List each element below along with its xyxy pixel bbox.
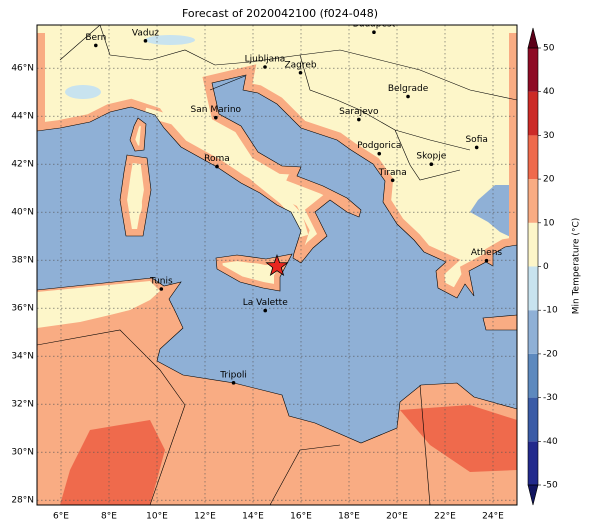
colorbar-tick-label: -50 (543, 481, 558, 491)
city-dot (377, 151, 382, 156)
colorbar-tick-label: 10 (543, 218, 555, 228)
y-tick-label: 44°N (11, 112, 34, 122)
colorbar-label: Min Temperature (°C) (572, 218, 582, 315)
colorbar-tick-label: 40 (543, 87, 555, 97)
city-label: Budapest (353, 20, 396, 30)
y-tick-label: 32°N (11, 400, 34, 410)
city-label: Ljubljana (245, 55, 286, 65)
city-dot (159, 287, 164, 291)
city-dot (215, 164, 219, 169)
city-dot (357, 117, 361, 122)
colorbar-band (528, 135, 538, 180)
city-dot (143, 39, 148, 43)
city-label: Belgrade (388, 84, 429, 94)
axis-labels: 6°E 8°E 10°E 12°E 14°E 16°E 18°E 20°E 22°E 24°E 28… (11, 64, 504, 522)
x-tick-label: 6°E (53, 512, 69, 522)
city-dot (231, 381, 236, 385)
city-label: La Valette (243, 298, 288, 308)
x-tick-label: 10°E (146, 512, 168, 522)
apennines (143, 107, 309, 238)
africa-warm-patch (60, 420, 165, 505)
colorbar-tick-label: 50 (543, 44, 555, 54)
colorbar-band (528, 353, 538, 398)
x-tick-label: 24°E (482, 512, 504, 522)
y-tick-label: 38°N (11, 256, 34, 266)
city-dot (484, 258, 489, 263)
colorbar-tick-label: -20 (543, 349, 558, 359)
city-dot (390, 178, 395, 183)
sardinia-interior (130, 193, 142, 217)
y-tick-label: 36°N (11, 304, 34, 314)
city-dot (474, 145, 479, 150)
forecast-point (265, 253, 289, 277)
colorbar-tick-label: -40 (543, 437, 558, 447)
city-dot (94, 43, 98, 48)
x-tick-label: 22°E (434, 512, 456, 522)
cold-patch (145, 35, 195, 45)
africa-coastal-band (37, 281, 160, 328)
city-label: Tunis (149, 277, 173, 287)
city-dot (214, 115, 218, 120)
city-label: Roma (204, 154, 230, 164)
colorbar-tick-label: -30 (543, 393, 558, 403)
colorbar-band (528, 441, 538, 485)
x-tick-label: 16°E (290, 512, 312, 522)
colorbar-tick-label: 30 (543, 131, 555, 141)
y-tick-label: 42°N (11, 160, 34, 170)
colorbar-band (528, 48, 538, 92)
colorbar-tick-label: -10 (543, 306, 558, 316)
city-label: San Marino (191, 105, 242, 115)
city-dot (263, 308, 268, 313)
city-label: Athens (471, 248, 502, 258)
colorbar-tick-label: 0 (543, 262, 549, 272)
city-dot (298, 70, 303, 75)
x-tick-label: 20°E (386, 512, 408, 522)
city-dot (372, 30, 376, 34)
colorbar-over (527, 27, 539, 49)
cold-patch (65, 85, 101, 99)
y-tick-label: 30°N (11, 448, 34, 458)
colorbar-tick-label: 20 (543, 175, 555, 185)
title: Forecast of 2020042100 (f024-048) (182, 7, 378, 20)
city-dot (263, 65, 267, 69)
city-label: Podgorica (357, 141, 401, 151)
x-tick-label: 18°E (338, 512, 360, 522)
x-tick-label: 14°E (242, 512, 264, 522)
sicily-interior (232, 263, 268, 273)
coastal-band (37, 25, 517, 505)
city-dot (429, 162, 434, 166)
city-label: Vaduz (132, 28, 159, 38)
colorbar-band (528, 91, 538, 136)
x-tick-label: 8°E (101, 512, 117, 522)
city-label: Tirana (378, 168, 407, 178)
colorbar-band (528, 310, 538, 354)
map-frame (36, 24, 518, 506)
colorbar-band (528, 222, 538, 267)
city-dot (406, 94, 410, 99)
x-tick-label: 12°E (194, 512, 216, 522)
city-label: Skopje (416, 152, 446, 162)
colorbar-band (528, 397, 538, 442)
city-label: Sarajevo (339, 107, 379, 117)
city-label: Sofia (465, 135, 487, 145)
city-label: Tripoli (219, 370, 247, 380)
y-tick-label: 28°N (11, 496, 34, 506)
colorbar-band (528, 179, 538, 223)
country-border (37, 25, 517, 505)
colorbar-band (528, 266, 538, 311)
north-band (37, 25, 517, 33)
colorbar: -50 -40 -30 -20 -10 0 10 20 30 40 50 (527, 27, 558, 506)
gridlines (37, 25, 517, 505)
y-tick-label: 34°N (11, 352, 34, 362)
colorbar-under (527, 484, 539, 506)
city-label: Bern (85, 33, 106, 43)
y-tick-label: 40°N (11, 208, 34, 218)
city-label: Zagreb (284, 60, 316, 70)
y-tick-label: 46°N (11, 64, 34, 74)
africa-warm-patch (400, 405, 517, 472)
coastlines (37, 25, 517, 505)
